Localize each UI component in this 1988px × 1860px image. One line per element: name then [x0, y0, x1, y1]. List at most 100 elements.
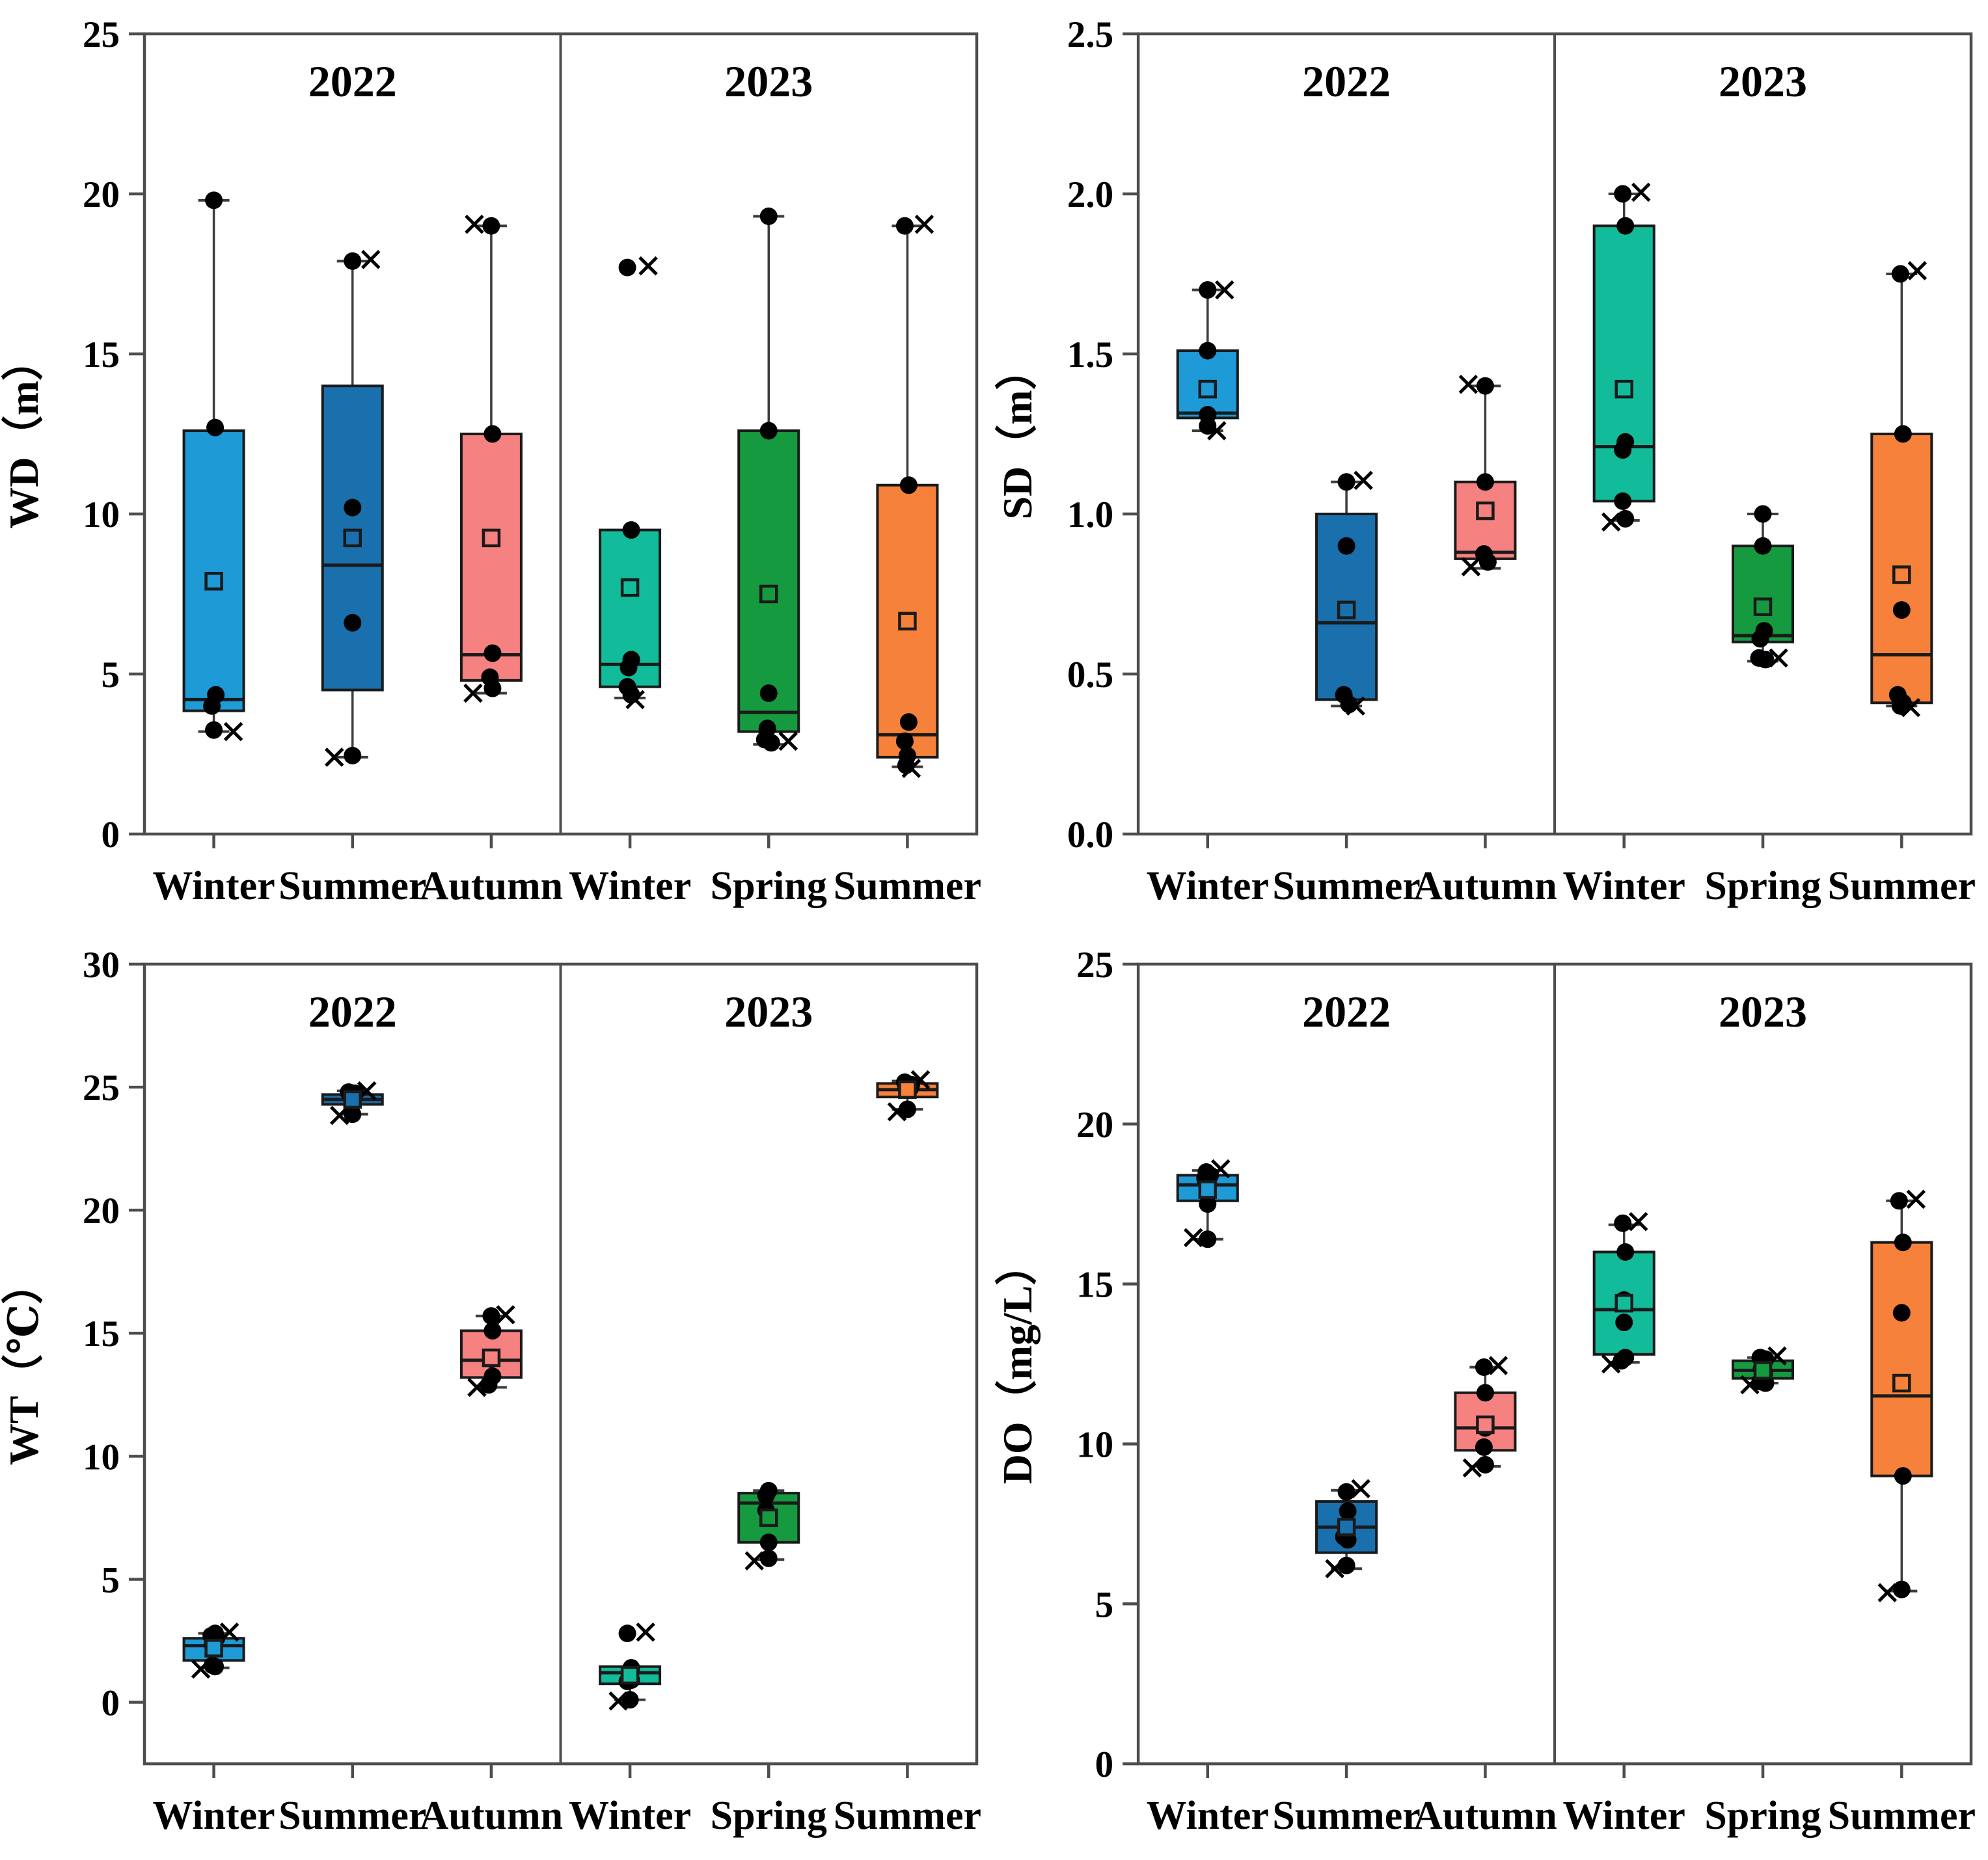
box-spring-2023-data-point: [1751, 630, 1769, 648]
y-axis-tick-label: 15: [1076, 1265, 1113, 1306]
x-axis-category-label: Summer: [1272, 864, 1420, 908]
y-axis-tick-label: 0: [1095, 1744, 1114, 1785]
box-summer-2022-data-point: [344, 613, 362, 632]
box-winter-2023-extreme-marker: [1628, 1211, 1648, 1232]
box-winter-2023-data-point: [618, 258, 636, 276]
x-axis-category-label: Spring: [711, 1794, 827, 1838]
year-label: 2023: [724, 987, 813, 1036]
box-winter-2023-data-point: [1614, 1214, 1632, 1232]
box-autumn-2022-mean-marker: [1476, 501, 1495, 520]
box-autumn-2022-extreme-marker: [1488, 1356, 1508, 1375]
panel-wt: 0 5 10 15 20 25 30 WT（℃） 2022 2023 Winter Summer Aut…: [0, 930, 994, 1860]
box-winter-2023-extreme-marker: [608, 1691, 628, 1711]
box-summer-2023-data-point: [1892, 601, 1911, 619]
box-spring-2023-data-point: [1754, 537, 1772, 555]
y-axis-tick-label: 25: [83, 1068, 120, 1109]
box-winter-2022-data-point: [1199, 342, 1217, 360]
box-winter-2023-data-point: [1614, 185, 1632, 203]
box-autumn-2022-data-point: [483, 1321, 502, 1340]
y-axis-tick-label: 25: [1076, 945, 1113, 986]
box-winter-2022-data-point: [205, 721, 223, 739]
box-summer-2023-mean-marker: [898, 1080, 917, 1099]
box-summer-2023-mean-marker: [1892, 1373, 1911, 1393]
box-winter-2023-extreme-marker: [638, 256, 658, 276]
y-axis-tick-label: 2.5: [1067, 14, 1113, 55]
box-autumn-2022-extreme-marker: [463, 683, 483, 703]
box-winter-2022-extreme-marker: [1184, 1228, 1203, 1248]
box-summer-2022-data-point: [344, 498, 362, 517]
box-winter-2022-data-point: [206, 1658, 225, 1676]
box-autumn-2022-extreme-marker: [1461, 557, 1481, 576]
y-axis-tick-label: 2.0: [1067, 174, 1113, 215]
box-winter-2023-mean-marker: [1614, 379, 1633, 399]
y-axis-tick-label: 5: [102, 1559, 120, 1600]
box-winter-2023-data-point: [1616, 217, 1635, 235]
year-label: 2023: [1719, 57, 1807, 106]
y-axis-tick-label: 0: [102, 815, 120, 856]
box-summer-2022-data-point: [344, 252, 362, 270]
box-summer-2023-data-point: [895, 217, 914, 235]
y-axis-tick-label: 10: [83, 1436, 120, 1477]
box-winter-2023-data-point: [622, 521, 640, 539]
box-winter-2022-data-point: [205, 191, 223, 209]
y-axis-tick-label: 5: [1095, 1584, 1114, 1625]
box-autumn-2022-data-point: [483, 679, 502, 697]
y-axis-tick-label: 1.0: [1067, 494, 1113, 535]
year-label: 2022: [308, 57, 397, 106]
y-axis-label: SD（m）: [994, 348, 1041, 519]
box-summer-2023-extreme-marker: [1877, 1583, 1898, 1602]
box-winter-2022-mean-marker: [1198, 1180, 1218, 1199]
x-axis-category-label: Autumn: [420, 1794, 563, 1838]
x-axis-category-label: Autumn: [1413, 864, 1557, 908]
box-summer-2023-extreme-marker: [901, 759, 921, 778]
panel-do: 0 5 10 15 20 25 DO（mg/L） 2022 2023 Winter Summer Au…: [994, 930, 1988, 1860]
y-axis-tick-label: 20: [1076, 1105, 1113, 1146]
box-spring-2023-mean-marker: [759, 584, 778, 604]
box-winter-2022-data-point: [1199, 1230, 1217, 1248]
box-autumn-2022-mean-marker: [482, 528, 501, 548]
box-winter-2022-mean-marker: [204, 572, 223, 591]
box-spring-2023-data-point: [759, 207, 778, 225]
box-summer-2023-data-point: [1894, 1467, 1912, 1485]
box-summer-2022-extreme-marker: [324, 748, 344, 767]
box-winter-2022-extreme-marker: [223, 721, 243, 742]
year-label: 2023: [724, 57, 813, 106]
x-axis-category-label: Summer: [1828, 864, 1976, 908]
box-winter-2022-mean-marker: [204, 1639, 223, 1658]
box-summer-2023-data-point: [1892, 1580, 1911, 1598]
box-spring-2023-data-point: [1756, 651, 1775, 669]
box-winter-2023-extreme-marker: [1601, 1354, 1621, 1374]
x-axis-category-label: Summer: [279, 1794, 426, 1838]
x-axis-category-label: Summer: [1828, 1794, 1976, 1838]
box-summer-2023-extreme-marker: [1907, 261, 1927, 280]
box-winter-2022-extreme-marker: [1215, 280, 1234, 300]
y-axis-tick-label: 1.5: [1067, 334, 1113, 375]
x-axis-category-label: Autumn: [1413, 1794, 1557, 1838]
box-autumn-2022-extreme-marker: [1458, 374, 1478, 394]
box-winter-2023-data-point: [620, 658, 638, 677]
x-axis-category-label: Summer: [834, 864, 981, 908]
box-summer-2022-data-point: [344, 746, 362, 764]
box-autumn-2022-data-point: [483, 644, 502, 662]
year-label: 2022: [1302, 987, 1391, 1036]
box-winter-2023-data-point: [1616, 509, 1635, 528]
x-axis-category-label: Summer: [279, 864, 426, 908]
y-axis-tick-label: 0: [102, 1683, 120, 1724]
box-autumn-2022-data-point: [1476, 1384, 1494, 1402]
box-autumn-2022-data-point: [1475, 1438, 1493, 1456]
box-autumn-2022-data-point: [1476, 473, 1494, 491]
y-axis-tick-label: 20: [83, 1191, 120, 1232]
box-summer-2022-data-point: [1337, 1483, 1355, 1501]
box-autumn-2022-data-point: [1476, 1455, 1494, 1474]
box-summer-2023-data-point: [1890, 1192, 1908, 1210]
box-spring-2023-mean-marker: [759, 1508, 778, 1528]
box-winter-2022-rect: [182, 429, 245, 712]
box-winter-2022-extreme-marker: [191, 1659, 211, 1679]
box-winter-2022-data-point: [1199, 417, 1217, 435]
box-autumn-2022-data-point: [482, 217, 500, 235]
box-summer-2022-data-point: [1337, 1556, 1355, 1574]
